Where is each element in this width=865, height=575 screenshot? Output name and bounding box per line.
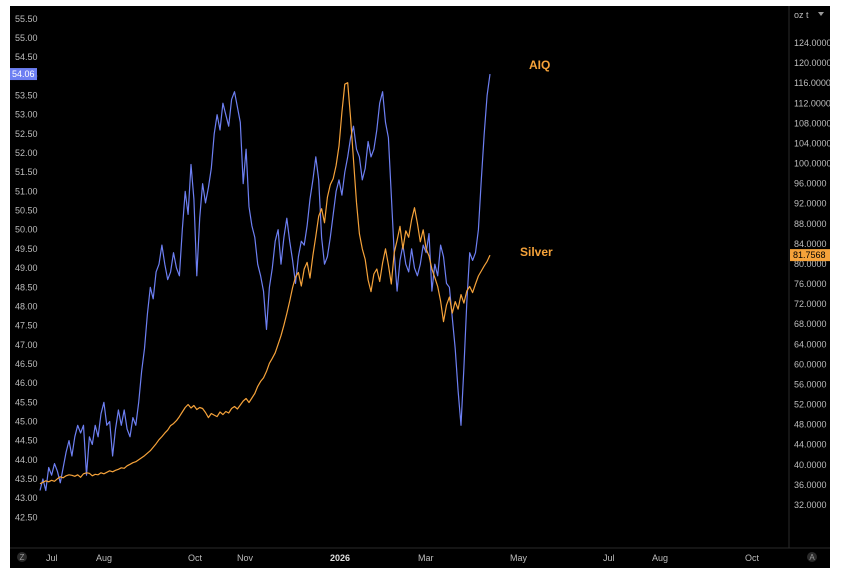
left-tick-label: 45.00 (15, 416, 38, 426)
left-tick-label: 45.50 (15, 397, 38, 407)
left-tick-label: 42.50 (15, 512, 38, 522)
left-tick-label: 53.50 (15, 91, 38, 101)
right-tick-label: 68.0000 (794, 319, 827, 329)
left-tick-label: 47.50 (15, 321, 38, 331)
right-badge-value: 81.7568 (793, 250, 826, 260)
x-tick-label: Jul (603, 553, 615, 563)
right-axis-ticks: 124.0000 120.0000 116.0000 112.0000 108.0000… (794, 38, 830, 510)
right-badge-bg (790, 249, 830, 262)
left-tick-label: 51.50 (15, 167, 38, 177)
left-badge-value: 54.06 (12, 69, 35, 79)
left-tick-label: 48.00 (15, 301, 38, 311)
left-tick-label: 46.50 (15, 359, 38, 369)
x-tick-label: 2026 (330, 553, 350, 563)
left-tick-label: 46.00 (15, 378, 38, 388)
auto-scale-button-icon: A (809, 553, 815, 562)
right-tick-label: 120.0000 (794, 58, 830, 68)
left-tick-label: 50.00 (15, 225, 38, 235)
left-last-value-badge: 54.06 (10, 68, 37, 81)
x-tick-label: May (510, 553, 528, 563)
x-tick-label: Oct (745, 553, 760, 563)
right-tick-label: 56.0000 (794, 379, 827, 389)
right-tick-label: 88.0000 (794, 219, 827, 229)
left-tick-label: 55.50 (15, 14, 38, 24)
right-tick-label: 60.0000 (794, 359, 827, 369)
right-tick-label: 104.0000 (794, 138, 830, 148)
right-tick-label: 72.0000 (794, 299, 827, 309)
x-tick-label: Oct (188, 553, 203, 563)
series-layer (39, 74, 491, 492)
x-axis-ticks: Jul Aug Oct Nov 2026 Mar May Jul Aug Oct (46, 553, 760, 563)
right-tick-label: 32.0000 (794, 500, 827, 510)
right-tick-label: 92.0000 (794, 199, 827, 209)
left-tick-label: 49.50 (15, 244, 38, 254)
x-tick-label: Aug (96, 553, 112, 563)
right-tick-label: 64.0000 (794, 339, 827, 349)
series-label-silver: Silver (520, 245, 553, 259)
left-tick-label: 44.50 (15, 436, 38, 446)
right-tick-label: 44.0000 (794, 440, 827, 450)
right-tick-label: 36.0000 (794, 480, 827, 490)
series-line-aiq (39, 74, 491, 492)
chart-panel: 55.5055.0054.5054.0053.5053.0052.5052.00… (10, 6, 830, 568)
right-tick-label: 76.0000 (794, 279, 827, 289)
x-tick-label: Mar (418, 553, 434, 563)
left-tick-label: 52.50 (15, 129, 38, 139)
right-last-value-badge: 81.7568 (790, 249, 830, 262)
left-tick-label: 53.00 (15, 110, 38, 120)
right-tick-label: 112.0000 (794, 98, 830, 108)
x-tick-label: Jul (46, 553, 58, 563)
left-tick-label: 50.50 (15, 206, 38, 216)
chart-svg: 55.5055.0054.5054.0053.5053.0052.5052.00… (10, 6, 830, 563)
unit-dropdown-icon[interactable] (818, 12, 824, 16)
right-tick-label: 52.0000 (794, 400, 827, 410)
right-axis-unit-label: oz t (794, 10, 809, 20)
left-tick-label: 49.00 (15, 263, 38, 273)
right-tick-label: 100.0000 (794, 159, 830, 169)
left-tick-label: 54.50 (15, 52, 38, 62)
left-tick-label: 47.00 (15, 340, 38, 350)
left-tick-label: 52.00 (15, 148, 38, 158)
right-tick-label: 108.0000 (794, 118, 830, 128)
left-axis-ticks: 55.5055.0054.5054.0053.5053.0052.5052.00… (15, 14, 38, 522)
series-line-silver (39, 82, 491, 485)
right-tick-label: 80.0000 (794, 259, 827, 269)
right-tick-label: 84.0000 (794, 239, 827, 249)
left-tick-label: 48.50 (15, 282, 38, 292)
auto-scale-button[interactable]: A (807, 552, 817, 562)
right-tick-label: 40.0000 (794, 460, 827, 470)
left-tick-label: 55.00 (15, 33, 38, 43)
series-label-aiq: AIQ (529, 58, 550, 72)
left-tick-label: 43.00 (15, 493, 38, 503)
right-tick-label: 48.0000 (794, 420, 827, 430)
left-badge-bg (10, 68, 37, 81)
right-tick-label: 116.0000 (794, 78, 830, 88)
right-tick-label: 124.0000 (794, 38, 830, 48)
right-tick-label: 96.0000 (794, 179, 827, 189)
timezone-button[interactable]: Z (17, 552, 27, 562)
x-tick-label: Aug (652, 553, 668, 563)
left-tick-label: 44.00 (15, 455, 38, 465)
left-tick-label: 43.50 (15, 474, 38, 484)
timezone-button-icon: Z (20, 553, 25, 562)
left-tick-label: 51.00 (15, 186, 38, 196)
axis-dividers (10, 6, 830, 549)
x-tick-label: Nov (237, 553, 254, 563)
